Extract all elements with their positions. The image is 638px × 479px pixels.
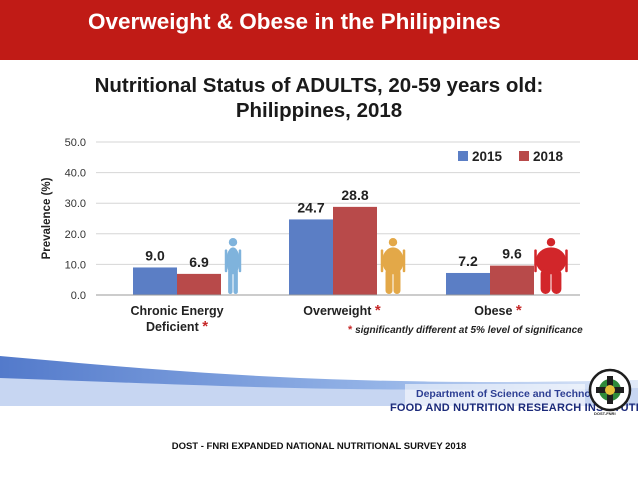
category-label-chronic-energy-deficient: Chronic Energy Deficient * xyxy=(130,304,224,335)
category-label-overweight: Overweight * xyxy=(303,302,381,319)
significance-star: * xyxy=(202,318,209,335)
bar-2018-1 xyxy=(333,206,377,295)
bar-2015-0 xyxy=(133,267,177,295)
bar-chart: 0.0 10.0 20.0 30.0 40.0 50.0 Prevalence (%) 9.0… xyxy=(41,137,580,302)
institute-banner xyxy=(405,384,585,418)
footnote-text: significantly different at 5% level of s… xyxy=(355,325,583,336)
legend-swatch-2018 xyxy=(519,151,529,161)
y-axis-title: Prevalence (%) xyxy=(41,177,53,259)
data-label: 28.8 xyxy=(341,187,368,203)
footnote-star: * xyxy=(348,324,353,336)
obese-person-icon xyxy=(534,238,568,294)
source-credit: DOST - FNRI EXPANDED NATIONAL NUTRITIONA… xyxy=(171,441,467,452)
overweight-person-icon xyxy=(380,238,406,294)
category-label-obese: Obese * xyxy=(474,302,522,319)
y-tick-label: 20.0 xyxy=(65,229,86,241)
chart-title: Nutritional Status of ADULTS, 20-59 year… xyxy=(94,74,544,97)
y-tick-label: 40.0 xyxy=(65,168,86,180)
institute-name: FOOD AND NUTRITION RESEARCH INSTITUTE xyxy=(390,402,638,414)
data-label: 6.9 xyxy=(189,254,209,270)
department-name: Department of Science and Technology xyxy=(416,388,613,400)
chart-subtitle: Philippines, 2018 xyxy=(235,99,403,122)
legend-label-2018: 2018 xyxy=(533,149,564,164)
logo-caption: DOST-FNRI xyxy=(594,411,616,416)
bar-2015-1 xyxy=(289,219,333,295)
bar-2018-2 xyxy=(490,265,534,295)
legend-label-2015: 2015 xyxy=(472,149,503,164)
data-label: 9.6 xyxy=(502,246,522,262)
bar-2015-2 xyxy=(446,272,490,295)
slide-header: Overweight & Obese in the Philippines xyxy=(0,0,638,60)
chart-footnote: * significantly different at 5% level of… xyxy=(348,324,583,336)
y-tick-label: 10.0 xyxy=(65,259,86,271)
y-tick-label: 30.0 xyxy=(65,198,86,210)
thin-person-icon xyxy=(224,238,242,294)
significance-star: * xyxy=(515,302,522,319)
slide-title: Overweight & Obese in the Philippines xyxy=(88,9,501,34)
data-label: 24.7 xyxy=(297,199,324,215)
significance-star: * xyxy=(374,302,381,319)
data-label: 9.0 xyxy=(145,247,165,263)
y-tick-label: 50.0 xyxy=(65,137,86,149)
legend-swatch-2015 xyxy=(458,151,468,161)
y-tick-label: 0.0 xyxy=(71,290,86,302)
data-label: 7.2 xyxy=(458,253,478,269)
bar-2018-0 xyxy=(177,273,221,295)
fnri-logo xyxy=(588,368,632,412)
